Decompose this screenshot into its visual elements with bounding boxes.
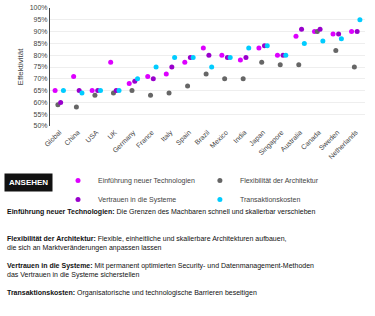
svg-text:Vertrauen in die Systeme: Vertrauen in die Systeme <box>98 196 176 204</box>
svg-text:Flexibilität der Architektur: Flexibilität der Architektur <box>240 177 319 184</box>
svg-text:Transaktionskosten: Transaktionskosten <box>240 196 301 203</box>
svg-text:USA: USA <box>84 129 99 144</box>
svg-text:Global: Global <box>43 128 63 148</box>
svg-text:Transaktionskosten: Organisato: Transaktionskosten: Organisatorische und… <box>7 289 257 297</box>
svg-text:65%: 65% <box>34 87 48 94</box>
svg-text:Italy: Italy <box>160 128 175 143</box>
svg-text:70%: 70% <box>34 75 48 82</box>
svg-text:UK: UK <box>106 129 118 141</box>
svg-text:Einführung neuer Technologien:: Einführung neuer Technologien: Die Grenz… <box>7 208 315 216</box>
svg-text:Einführung neuer Technologien: Einführung neuer Technologien <box>98 177 195 185</box>
svg-text:80%: 80% <box>34 52 48 59</box>
svg-text:60%: 60% <box>34 99 48 106</box>
svg-text:Sweden: Sweden <box>318 129 341 152</box>
svg-text:90%: 90% <box>34 28 48 35</box>
svg-text:Australia: Australia <box>279 129 303 153</box>
svg-text:Japan: Japan <box>248 129 267 148</box>
svg-text:India: India <box>232 129 248 145</box>
svg-text:ANSEHEN: ANSEHEN <box>9 178 48 187</box>
svg-text:Netherlands: Netherlands <box>327 128 359 160</box>
svg-text:China: China <box>63 129 81 147</box>
svg-text:Brazil: Brazil <box>193 128 211 146</box>
svg-text:Singapore: Singapore <box>257 129 285 157</box>
svg-text:75%: 75% <box>34 63 48 70</box>
svg-text:Spain: Spain <box>175 129 193 147</box>
svg-text:Mexico: Mexico <box>209 129 230 150</box>
svg-text:France: France <box>135 129 155 149</box>
svg-text:Flexibilität der Architektur:: Flexibilität der Architektur: Flexible, … <box>7 235 287 252</box>
svg-text:Canada: Canada <box>300 129 322 151</box>
svg-text:Germany: Germany <box>111 128 137 154</box>
svg-text:Vertrauen in die Systeme: Mit: Vertrauen in die Systeme: Mit permanent … <box>7 262 314 279</box>
svg-text:95%: 95% <box>34 16 48 23</box>
svg-text:Effektivität: Effektivität <box>16 48 25 86</box>
svg-text:55%: 55% <box>34 111 48 118</box>
svg-text:85%: 85% <box>34 40 48 47</box>
svg-text:100%: 100% <box>30 4 48 11</box>
svg-text:50%: 50% <box>34 122 48 129</box>
